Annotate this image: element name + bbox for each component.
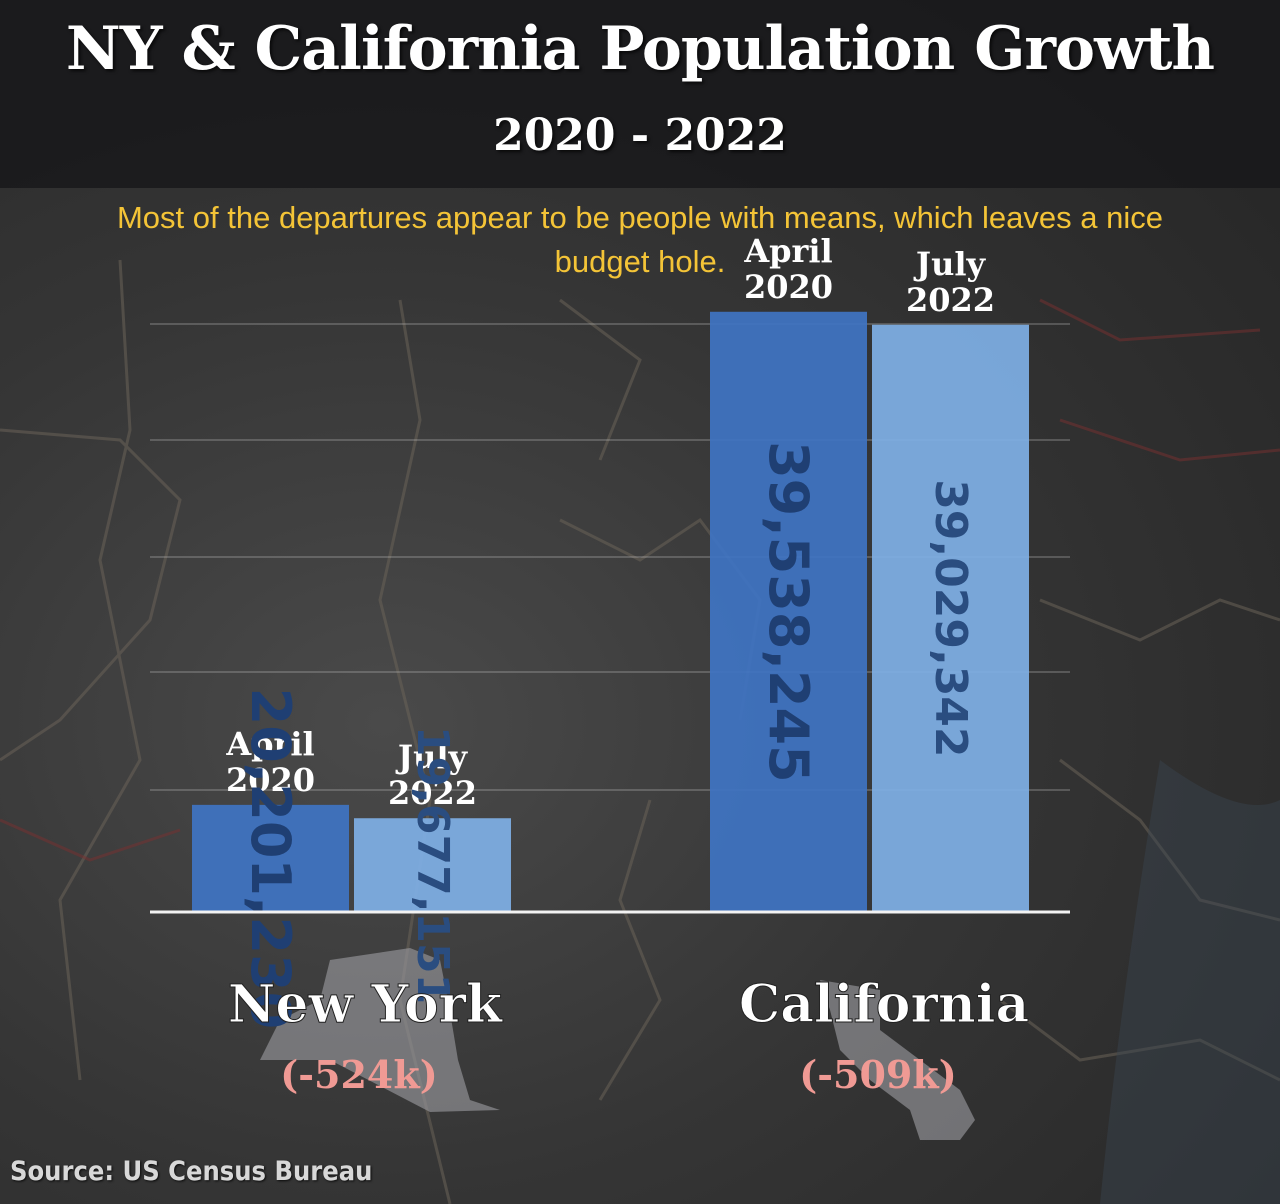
bar-new-york-2022 <box>354 818 511 912</box>
population-change-label: (-509k) <box>799 1052 956 1097</box>
chart-title: NY & California Population Growth <box>65 14 1215 84</box>
bar-period-label-line2: 2020 <box>744 268 833 306</box>
bar-period-label-line1: April <box>743 232 832 270</box>
population-change-label: (-524k) <box>280 1052 437 1097</box>
bar-period-label-line2: 2022 <box>388 774 477 812</box>
bar-period-label-line1: April <box>225 725 314 763</box>
bar-california-2022 <box>872 324 1029 912</box>
bar-value-label: 20,201,230 <box>239 688 302 1030</box>
california-state-silhouette-icon <box>820 980 975 1140</box>
bar-period-label-line2: 2022 <box>906 281 995 319</box>
bar-value-label: 19,677,151 <box>407 726 458 1004</box>
chart-subtitle: 2020 - 2022 <box>493 110 787 161</box>
bar-new-york-2020 <box>192 804 349 912</box>
new-york-state-silhouette-icon <box>260 948 500 1112</box>
bar-value-label: 39,029,342 <box>925 479 976 757</box>
state-label: New York <box>228 974 503 1035</box>
title-band <box>0 0 1280 188</box>
bar-period-label-line1: July <box>913 245 987 283</box>
caption-text: Most of the departures appear to be peop… <box>116 200 1163 279</box>
bar-period-label-line2: 2020 <box>226 761 315 799</box>
state-label: California <box>739 974 1029 1035</box>
bar-period-label-line1: July <box>395 738 469 776</box>
source-label: Source: US Census Bureau <box>10 1156 373 1187</box>
bar-california-2020 <box>710 311 867 912</box>
bar-value-label: 39,538,245 <box>757 441 820 783</box>
